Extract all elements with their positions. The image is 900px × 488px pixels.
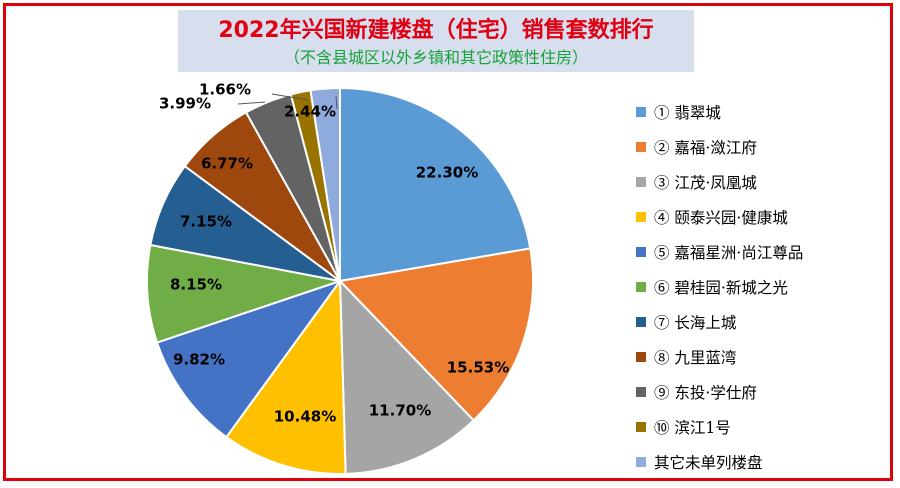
pie-slice — [338, 278, 475, 475]
leader-line — [335, 95, 338, 110]
slice-data-label: 3.99% — [159, 95, 211, 113]
legend-label: ⑥ 碧桂园·新城之光 — [654, 279, 788, 298]
pie-slice — [146, 243, 344, 344]
slice-data-label: 7.15% — [180, 213, 232, 231]
slice-data-label: 15.53% — [447, 359, 509, 377]
legend-label: ⑨ 东投·学仕府 — [654, 384, 757, 403]
chart-subtitle: （不含县城区以外乡镇和其它政策性住房） — [283, 48, 588, 67]
legend-swatch — [636, 352, 646, 363]
slice-data-label: 11.70% — [369, 402, 431, 420]
legend-swatch — [636, 387, 646, 398]
legend-swatch — [636, 211, 646, 222]
chart-legend: ① 翡翠城 ② 嘉福·潋江府 ③ 江茂·凤凰城 ④ 颐泰兴园·健康城 ⑤ 嘉福星洲·尚江… — [636, 94, 803, 480]
title-box — [178, 10, 694, 72]
legend-label: ① 翡翠城 — [654, 103, 721, 122]
pie-slice — [339, 86, 532, 283]
legend-swatch — [636, 317, 646, 328]
legend-label: ⑦ 长海上城 — [654, 314, 737, 333]
legend-item: ⑩ 滨江1号 — [636, 410, 803, 445]
legend-label: ⑤ 嘉福星洲·尚江尊品 — [654, 243, 804, 262]
legend-item: ⑥ 碧桂园·新城之光 — [636, 269, 803, 304]
legend-item: ① 翡翠城 — [636, 94, 803, 129]
legend-item: ⑧ 九里蓝湾 — [636, 340, 803, 375]
legend-item: ⑤ 嘉福星洲·尚江尊品 — [636, 234, 803, 269]
legend-label: ⑩ 滨江1号 — [654, 419, 731, 438]
slice-data-label: 8.15% — [170, 276, 222, 294]
chart-frame — [3, 3, 893, 481]
pie-slice — [225, 278, 347, 475]
legend-item: ⑨ 东投·学仕府 — [636, 375, 803, 410]
legend-item: 其它未单列楼盘 — [636, 445, 803, 480]
legend-swatch — [636, 141, 646, 152]
slice-data-label: 1.66% — [199, 81, 251, 99]
slice-data-label: 2.44% — [284, 103, 336, 121]
legend-label: ⑧ 九里蓝湾 — [654, 349, 737, 368]
chart-title: 2022年兴国新建楼盘（住宅）销售套数排行 — [218, 18, 654, 43]
legend-swatch — [636, 457, 646, 468]
legend-label: ④ 颐泰兴园·健康城 — [654, 208, 788, 227]
leader-line — [237, 101, 266, 105]
legend-item: ③ 江茂·凤凰城 — [636, 164, 803, 199]
legend-swatch — [636, 106, 646, 117]
slice-data-label: 9.82% — [173, 351, 225, 369]
pie-slice — [337, 247, 534, 422]
legend-swatch — [636, 176, 646, 187]
legend-swatch — [636, 282, 646, 293]
legend-item: ② 嘉福·潋江府 — [636, 129, 803, 164]
legend-swatch — [636, 422, 646, 433]
legend-label: ③ 江茂·凤凰城 — [654, 173, 757, 192]
legend-label: ② 嘉福·潋江府 — [654, 138, 757, 157]
slice-data-label: 10.48% — [274, 408, 336, 426]
pie-slice — [309, 86, 341, 282]
legend-item: ⑦ 长海上城 — [636, 305, 803, 340]
leader-line — [271, 93, 309, 101]
legend-label: 其它未单列楼盘 — [654, 454, 763, 473]
pie-slice — [155, 279, 343, 439]
slice-data-label: 6.77% — [201, 155, 253, 173]
slice-data-label: 22.30% — [416, 164, 478, 182]
legend-item: ④ 颐泰兴园·健康城 — [636, 199, 803, 234]
legend-swatch — [636, 246, 646, 257]
